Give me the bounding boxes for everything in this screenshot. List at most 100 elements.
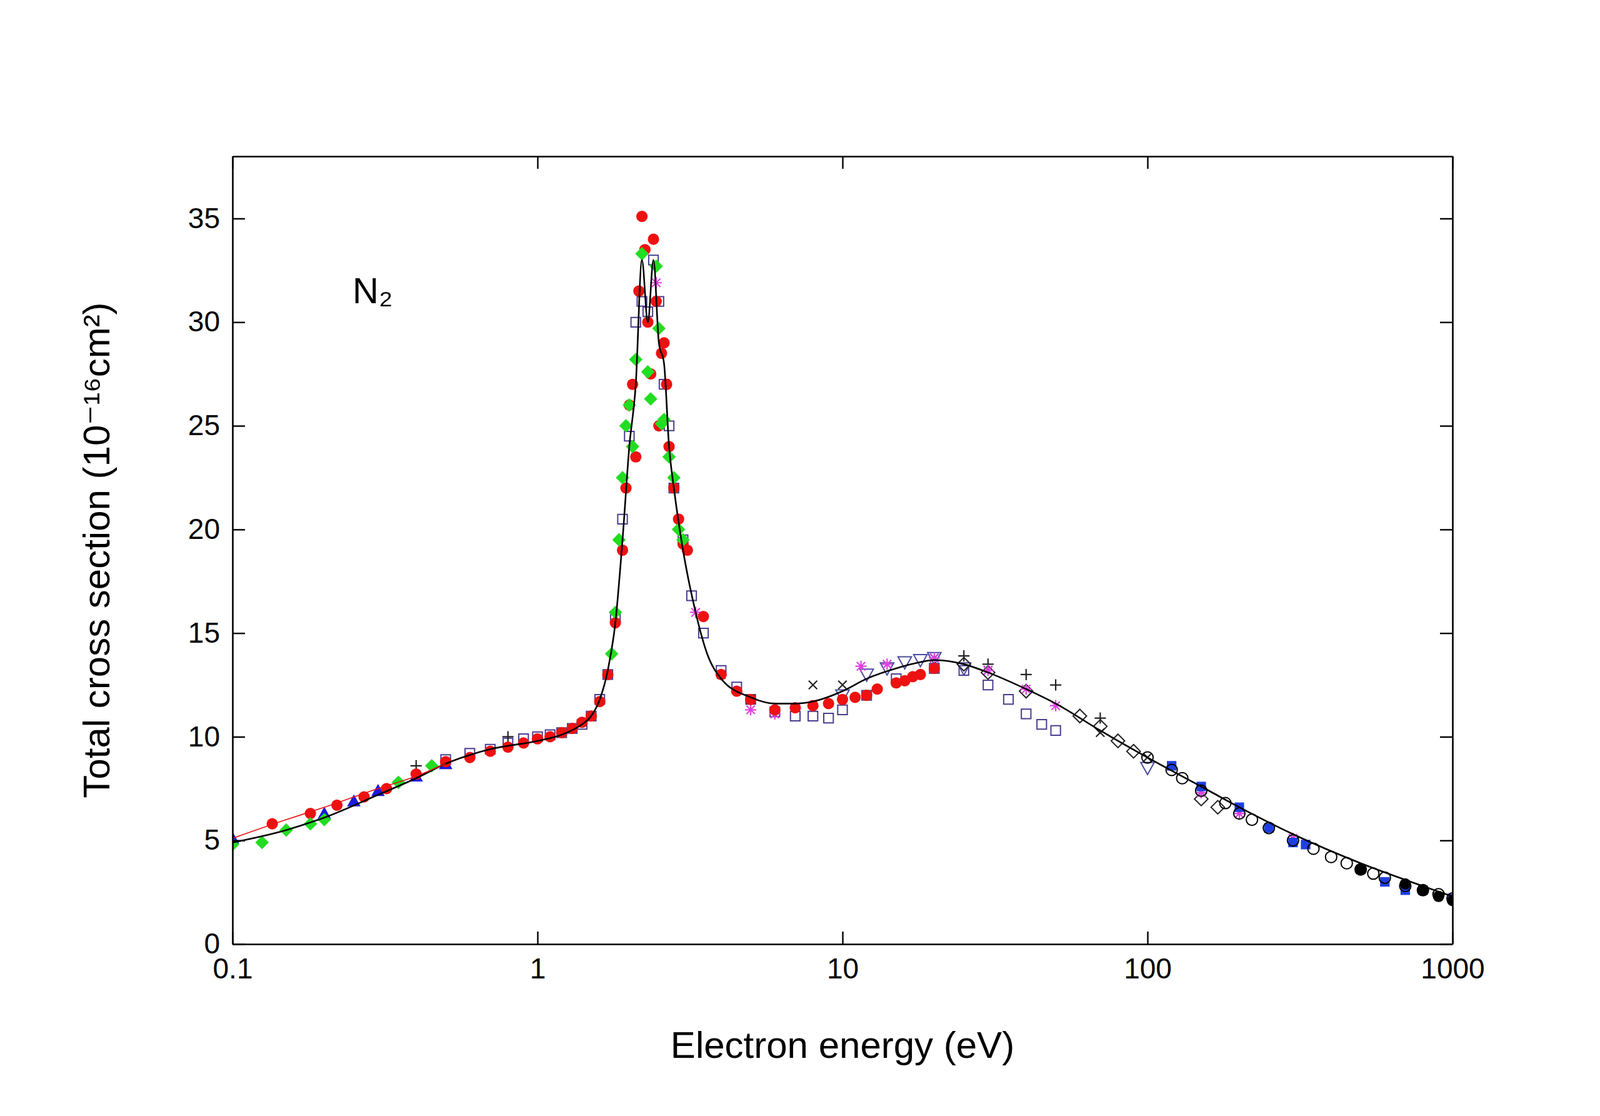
- y-axis-title: Total cross section (10⁻¹⁶cm²): [75, 301, 118, 798]
- tick-mark: [841, 931, 844, 944]
- data-point: [1021, 708, 1031, 719]
- data-point: [823, 713, 834, 723]
- tick: 15: [188, 616, 245, 649]
- tick-mark: [536, 931, 539, 944]
- tick-label: 1: [530, 951, 547, 985]
- tick-label: 10: [826, 951, 859, 985]
- tick-mark: [232, 321, 245, 324]
- tick-mark: [841, 156, 844, 169]
- tick-label: 15: [188, 616, 220, 649]
- axis-line: [231, 156, 234, 945]
- tick-mark: [1440, 321, 1453, 324]
- series-markers: [266, 210, 940, 830]
- tick: [1440, 218, 1453, 219]
- data-point: [643, 391, 658, 406]
- tick: 0: [203, 926, 245, 960]
- data-point: [484, 745, 496, 757]
- tick: [1440, 633, 1453, 634]
- tick-mark: [1440, 840, 1453, 842]
- data-point: [636, 210, 648, 222]
- data-point: [849, 691, 861, 703]
- data-point: [855, 660, 867, 672]
- data-point: [871, 683, 884, 695]
- data-point: [531, 733, 544, 745]
- tick-mark: [536, 156, 539, 169]
- data-point: [502, 730, 514, 742]
- tick: 10: [188, 720, 245, 753]
- data-point: [928, 662, 940, 674]
- tick: [1440, 425, 1453, 427]
- data-point: [928, 651, 940, 664]
- tick-label: 100: [1123, 951, 1172, 985]
- tick-label: 35: [188, 201, 220, 235]
- data-point: [1211, 800, 1225, 814]
- data-point: [1036, 719, 1047, 729]
- data-point: [697, 610, 709, 622]
- series-markers: [410, 650, 1107, 772]
- series-markers: [1355, 863, 1453, 907]
- tick-label: 30: [188, 305, 220, 338]
- tick: [1440, 736, 1453, 737]
- x-axis-title: Electron energy (eV): [670, 1023, 1015, 1066]
- data-point: [1003, 694, 1014, 704]
- data-point: [861, 689, 873, 701]
- data-point: [647, 233, 659, 245]
- data-point: [958, 650, 970, 662]
- tick: 5: [203, 823, 245, 856]
- tick: [842, 156, 844, 169]
- data-line: [232, 763, 446, 839]
- tick: [1440, 321, 1453, 323]
- data-point: [1094, 712, 1106, 724]
- tick-label: 25: [188, 408, 220, 442]
- tick: [1440, 943, 1453, 945]
- data-point: [1050, 679, 1062, 691]
- tick: 10: [826, 931, 859, 985]
- tick-mark: [1146, 156, 1149, 169]
- series-markers: [716, 653, 1152, 762]
- data-point: [1020, 668, 1032, 680]
- tick-label: 10: [188, 720, 220, 753]
- tick: 30: [188, 305, 245, 338]
- data-point: [657, 412, 672, 427]
- data-point: [769, 703, 781, 715]
- data-point: [1140, 762, 1155, 775]
- data-point: [837, 705, 847, 715]
- tick-mark: [232, 632, 245, 634]
- data-point: [266, 818, 279, 830]
- data-point: [628, 352, 643, 367]
- y-axis: 05101520253035: [188, 156, 245, 960]
- tick-mark: [1146, 931, 1149, 944]
- series-markers: [956, 657, 1225, 814]
- data-point: [808, 711, 818, 721]
- plot-area: [232, 210, 1453, 906]
- data-point: [914, 668, 926, 680]
- tick-label: 1000: [1420, 951, 1485, 985]
- x-axis-top: [233, 156, 1454, 169]
- tick: [1440, 840, 1453, 841]
- data-point: [823, 697, 835, 709]
- series-markers: [1141, 751, 1453, 904]
- x-axis: 0.11101001000: [213, 931, 1485, 985]
- tick: 100: [1123, 931, 1172, 985]
- data-point: [625, 439, 640, 454]
- tick-mark: [1440, 218, 1453, 220]
- tick: [537, 156, 539, 169]
- tick-mark: [1440, 425, 1453, 427]
- tick-mark: [232, 218, 245, 220]
- tick-mark: [232, 943, 245, 945]
- tick-mark: [1440, 736, 1453, 738]
- tick-mark: [232, 840, 245, 842]
- tick-mark: [232, 528, 245, 530]
- data-point: [612, 533, 627, 547]
- tick-mark: [232, 736, 245, 738]
- data-point: [676, 533, 690, 547]
- series-markers: [232, 756, 453, 844]
- tick: 35: [188, 201, 245, 235]
- tick-mark: [1440, 943, 1453, 945]
- data-point: [881, 658, 893, 670]
- chart-title: N₂: [352, 270, 393, 311]
- tick-mark: [232, 425, 245, 427]
- series-markers: [650, 276, 1299, 844]
- data-point: [838, 680, 847, 690]
- data-point: [836, 693, 849, 705]
